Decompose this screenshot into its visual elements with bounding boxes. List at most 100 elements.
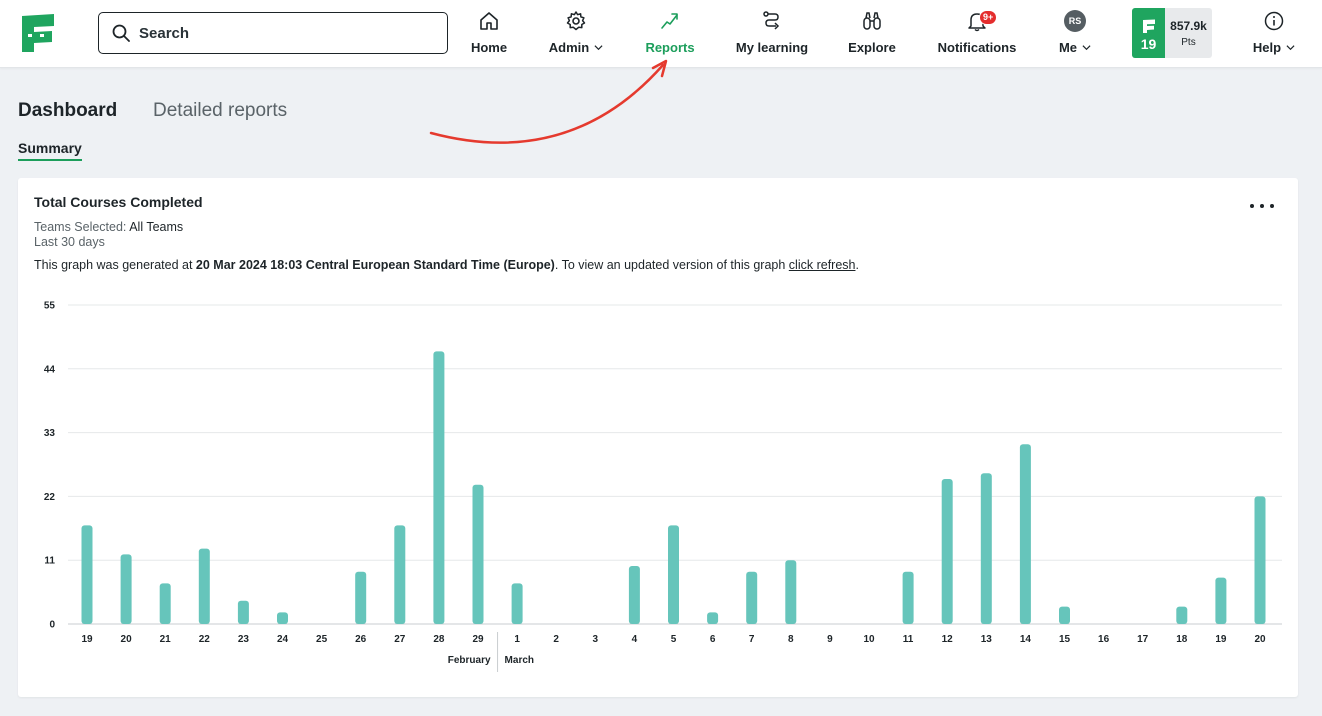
nav-admin[interactable]: Admin — [546, 8, 606, 60]
x-tick-label: 22 — [199, 634, 211, 645]
x-tick-label: 20 — [121, 634, 133, 645]
x-tick-label: 19 — [1215, 634, 1227, 645]
generated-mid: . To view an updated version of this gra… — [554, 258, 786, 272]
x-tick-label: 3 — [593, 634, 599, 645]
period-label: Last 30 days — [34, 235, 105, 249]
path-icon — [763, 11, 780, 30]
more-options-icon[interactable] — [1250, 196, 1274, 216]
bar[interactable] — [394, 525, 406, 624]
bar[interactable] — [355, 571, 367, 624]
nav-my-learning[interactable]: My learning — [734, 8, 810, 60]
search-icon — [112, 24, 130, 42]
x-tick-label: 15 — [1059, 634, 1071, 645]
bar[interactable] — [472, 484, 484, 624]
x-tick-label: 5 — [671, 634, 677, 645]
search-box[interactable] — [98, 12, 448, 54]
chevron-down-icon — [1082, 45, 1091, 51]
nav-me[interactable]: RS Me — [1056, 8, 1094, 60]
bar[interactable] — [980, 473, 992, 624]
generated-time: 20 Mar 2024 18:03 Central European Stand… — [195, 258, 555, 272]
notifications-badge: 9+ — [979, 10, 998, 25]
x-tick-label: 19 — [81, 634, 93, 645]
nav-notifications-label: Notifications — [937, 40, 1017, 55]
points-unit: Pts — [1181, 36, 1196, 48]
nav-admin-label: Admin — [548, 40, 590, 55]
x-tick-label: 7 — [749, 634, 755, 645]
x-tick-label: 8 — [788, 634, 794, 645]
chevron-down-icon — [1286, 45, 1295, 51]
nav-reports[interactable]: Reports — [644, 8, 696, 60]
refresh-link[interactable]: click refresh — [788, 258, 856, 272]
bar[interactable] — [159, 583, 171, 624]
y-tick-label: 22 — [44, 492, 56, 503]
bar[interactable] — [746, 571, 758, 624]
nav-home[interactable]: Home — [469, 8, 509, 60]
bar[interactable] — [81, 525, 93, 624]
teams-value: All Teams — [129, 220, 184, 234]
x-tick-label: 14 — [1020, 634, 1032, 645]
trend-icon — [661, 13, 678, 29]
generated-note: This graph was generated at 20 Mar 2024 … — [34, 258, 859, 272]
x-tick-label: 18 — [1176, 634, 1188, 645]
bar[interactable] — [902, 571, 914, 624]
nav-help-label: Help — [1252, 40, 1282, 55]
nav-help[interactable]: Help — [1251, 8, 1297, 60]
x-tick-label: 16 — [1098, 634, 1110, 645]
logo-small-icon — [1142, 19, 1155, 33]
bar[interactable] — [941, 479, 953, 624]
bar[interactable] — [1059, 606, 1070, 624]
x-tick-label: 27 — [394, 634, 406, 645]
x-tick-label: 21 — [160, 634, 172, 645]
bar[interactable] — [1176, 606, 1188, 624]
bar[interactable] — [628, 566, 640, 624]
y-tick-label: 55 — [44, 301, 56, 312]
bar[interactable] — [120, 554, 132, 624]
nav-explore[interactable]: Explore — [847, 8, 897, 60]
bar[interactable] — [707, 612, 719, 624]
bar[interactable] — [1215, 577, 1227, 624]
x-tick-label: 24 — [277, 634, 289, 645]
avatar: RS — [1064, 10, 1086, 32]
home-icon — [480, 12, 498, 30]
month-label-february: February — [448, 655, 491, 666]
bar[interactable] — [237, 600, 249, 624]
level-badge: 19 — [1132, 8, 1165, 58]
search-input[interactable] — [139, 24, 429, 42]
card-title: Total Courses Completed — [34, 194, 203, 210]
subtab-summary[interactable]: Summary — [18, 140, 82, 161]
tab-detailed-reports[interactable]: Detailed reports — [153, 100, 288, 121]
binoculars-icon — [863, 12, 881, 30]
bar[interactable] — [1254, 496, 1266, 624]
bar[interactable] — [433, 351, 445, 624]
nav-notifications[interactable]: 9+ Notifications — [935, 8, 1019, 60]
generated-suffix: . — [855, 258, 859, 272]
y-tick-label: 44 — [44, 364, 56, 375]
x-tick-label: 9 — [827, 634, 833, 645]
x-tick-label: 2 — [553, 634, 559, 645]
nav-reports-label: Reports — [645, 40, 695, 55]
x-tick-label: 13 — [981, 634, 993, 645]
x-tick-label: 20 — [1254, 634, 1266, 645]
bar[interactable] — [198, 548, 210, 624]
x-tick-label: 6 — [710, 634, 716, 645]
teams-selected: Teams Selected: All Teams — [34, 220, 183, 234]
bar[interactable] — [277, 612, 288, 624]
bar[interactable] — [785, 560, 797, 624]
points-widget[interactable]: 19 857.9k Pts — [1132, 8, 1212, 58]
info-icon — [1264, 11, 1284, 31]
app-logo[interactable] — [18, 12, 58, 54]
y-tick-label: 0 — [49, 620, 55, 631]
x-tick-label: 1 — [514, 634, 520, 645]
annotation-arrow — [429, 59, 668, 144]
x-tick-label: 17 — [1137, 634, 1149, 645]
bar[interactable] — [511, 583, 523, 624]
tab-dashboard[interactable]: Dashboard — [18, 100, 118, 121]
bar[interactable] — [1019, 444, 1031, 624]
gear-icon — [566, 11, 586, 31]
bar[interactable] — [668, 525, 679, 624]
nav-me-label: Me — [1058, 40, 1078, 55]
chart-card: Total Courses Completed Teams Selected: … — [18, 178, 1298, 697]
level-value: 19 — [1140, 36, 1157, 52]
y-tick-label: 33 — [44, 428, 56, 439]
